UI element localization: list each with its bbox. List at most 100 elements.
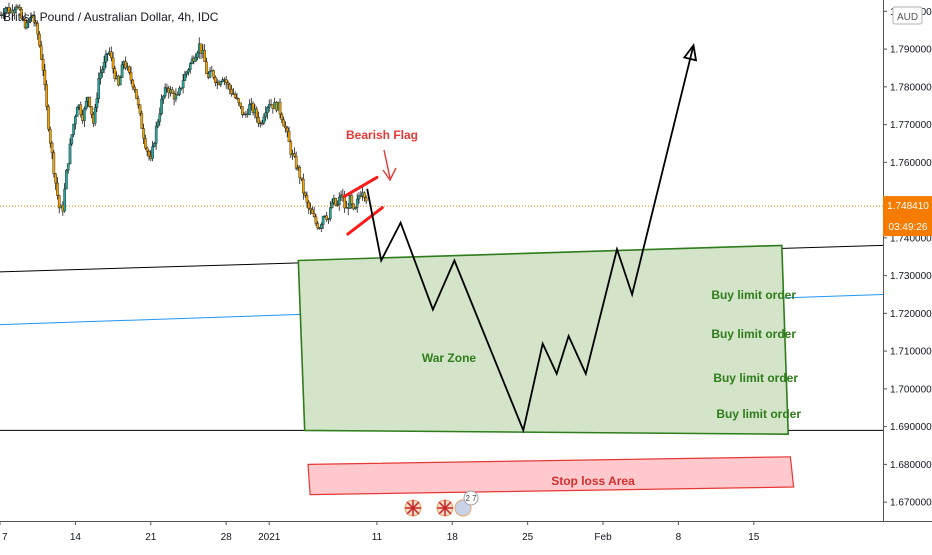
candle[interactable] (41, 53, 45, 77)
candle[interactable] (174, 88, 178, 103)
candle[interactable] (298, 165, 302, 185)
candle[interactable] (284, 121, 287, 133)
candle[interactable] (194, 53, 197, 62)
candle[interactable] (36, 20, 39, 40)
candle[interactable] (63, 183, 66, 213)
candle[interactable] (48, 126, 52, 148)
candle[interactable] (205, 57, 208, 75)
candle[interactable] (2, 8, 5, 20)
candle[interactable] (163, 83, 167, 99)
candle[interactable] (212, 69, 215, 80)
candle[interactable] (309, 202, 312, 215)
candle[interactable] (181, 74, 185, 94)
candle[interactable] (154, 122, 158, 150)
candle[interactable] (180, 87, 183, 91)
candle[interactable] (280, 112, 284, 124)
candle[interactable] (262, 113, 266, 125)
candle[interactable] (45, 80, 48, 111)
candle[interactable] (156, 119, 160, 129)
candle[interactable] (357, 192, 361, 204)
candle[interactable] (109, 46, 113, 62)
candle[interactable] (203, 43, 206, 63)
candle[interactable] (267, 99, 271, 112)
candle[interactable] (56, 177, 59, 200)
candle[interactable] (354, 206, 357, 210)
candle[interactable] (72, 123, 75, 138)
candle[interactable] (75, 106, 79, 117)
candle[interactable] (70, 134, 74, 146)
candle[interactable] (27, 18, 31, 28)
candle[interactable] (29, 16, 32, 24)
candle[interactable] (140, 110, 144, 129)
candle[interactable] (199, 43, 203, 59)
candle[interactable] (13, 6, 16, 20)
candle[interactable] (260, 120, 264, 126)
candle[interactable] (300, 177, 303, 182)
candle[interactable] (54, 173, 57, 190)
candle[interactable] (162, 95, 165, 104)
candle[interactable] (287, 126, 291, 143)
candle[interactable] (39, 40, 43, 61)
candle[interactable] (50, 141, 54, 160)
candle[interactable] (257, 111, 260, 128)
candle[interactable] (305, 191, 309, 208)
candle[interactable] (226, 80, 230, 90)
candle[interactable] (124, 56, 127, 71)
candle[interactable] (97, 72, 101, 104)
candle[interactable] (111, 51, 115, 74)
candle[interactable] (74, 114, 77, 130)
candle[interactable] (320, 222, 323, 233)
candle[interactable] (79, 101, 83, 118)
candle[interactable] (84, 96, 88, 111)
candle[interactable] (285, 125, 289, 138)
candle[interactable] (221, 77, 224, 83)
candle[interactable] (43, 63, 47, 91)
candle[interactable] (18, 4, 22, 11)
candle[interactable] (314, 213, 318, 226)
candle[interactable] (145, 146, 149, 157)
candle[interactable] (302, 173, 305, 200)
candle[interactable] (278, 98, 282, 119)
candle[interactable] (355, 193, 359, 213)
candle[interactable] (95, 92, 99, 112)
currency-button[interactable] (892, 6, 923, 25)
candle[interactable] (151, 141, 154, 162)
candle[interactable] (88, 96, 92, 108)
candle[interactable] (237, 97, 241, 106)
candle[interactable] (129, 66, 133, 84)
candle[interactable] (294, 151, 298, 171)
candle[interactable] (83, 106, 86, 128)
candle[interactable] (219, 80, 223, 88)
candle[interactable] (330, 198, 334, 209)
candle[interactable] (120, 61, 124, 78)
candle[interactable] (20, 7, 23, 20)
candle[interactable] (65, 168, 68, 190)
candle[interactable] (66, 163, 70, 174)
flag-line-0[interactable] (343, 175, 379, 198)
candle[interactable] (47, 104, 50, 132)
candle[interactable] (196, 50, 199, 61)
candle[interactable] (171, 87, 174, 94)
candle[interactable] (176, 91, 180, 96)
candle[interactable] (68, 138, 72, 165)
candle[interactable] (334, 197, 337, 207)
candle[interactable] (127, 65, 131, 75)
candle[interactable] (337, 192, 341, 211)
candle[interactable] (214, 75, 217, 87)
candle[interactable] (364, 195, 368, 204)
candle[interactable] (303, 191, 307, 198)
candle[interactable] (224, 75, 228, 89)
candle[interactable] (228, 82, 232, 95)
candle[interactable] (325, 211, 329, 222)
candle[interactable] (293, 147, 296, 158)
candle[interactable] (241, 106, 244, 118)
candle[interactable] (133, 84, 136, 93)
candle[interactable] (90, 106, 93, 119)
candle[interactable] (230, 85, 233, 97)
flag-line-1[interactable] (346, 206, 384, 236)
candle[interactable] (7, 2, 11, 14)
candle[interactable] (144, 134, 147, 150)
candle[interactable] (32, 10, 36, 27)
candle[interactable] (104, 50, 108, 68)
